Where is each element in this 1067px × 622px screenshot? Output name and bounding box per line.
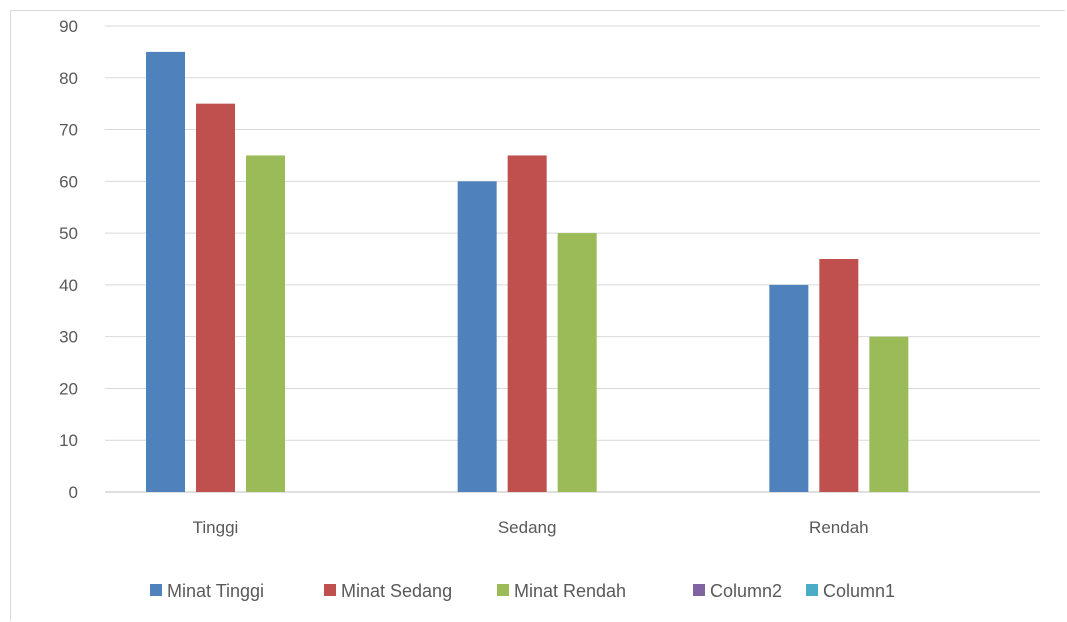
- y-tick-label: 10: [59, 431, 78, 450]
- legend-label: Column1: [823, 581, 895, 601]
- legend-swatch: [806, 584, 818, 596]
- y-tick-label: 50: [59, 224, 78, 243]
- x-tick-label: Tinggi: [193, 518, 239, 537]
- chart-frame: [10, 10, 1065, 621]
- bar-minat-sedang-tinggi: [196, 103, 235, 493]
- y-tick-label: 90: [59, 17, 78, 36]
- bar-minat-rendah-sedang: [557, 233, 597, 492]
- legend-label: Minat Rendah: [514, 581, 626, 601]
- y-tick-label: 60: [59, 172, 78, 191]
- bar-minat-tinggi-rendah: [769, 284, 809, 492]
- legend-label: Minat Tinggi: [167, 581, 264, 601]
- bar-minat-sedang-sedang: [507, 155, 547, 492]
- y-tick-label: 40: [59, 276, 78, 295]
- legend-swatch: [324, 584, 336, 596]
- legend-swatch: [693, 584, 705, 596]
- legend-swatch: [150, 584, 162, 596]
- legend: Minat Tinggi Minat Sedang Minat Rendah Colu…: [150, 581, 895, 601]
- y-tick-label: 0: [69, 483, 78, 502]
- y-tick-label: 20: [59, 379, 78, 398]
- legend-label: Column2: [710, 581, 782, 601]
- bars: [146, 51, 909, 493]
- bar-minat-rendah-rendah: [869, 336, 909, 492]
- legend-label: Minat Sedang: [341, 581, 452, 601]
- bar-minat-tinggi-sedang: [457, 181, 497, 493]
- x-axis: Tinggi Sedang Rendah: [193, 518, 869, 537]
- y-tick-label: 30: [59, 328, 78, 347]
- bar-minat-rendah-tinggi: [246, 155, 285, 492]
- y-axis: 0 10 20 30 40 50 60 70 80 90: [59, 17, 78, 502]
- x-tick-label: Sedang: [498, 518, 557, 537]
- bar-minat-sedang-rendah: [819, 259, 859, 492]
- bar-minat-tinggi-tinggi: [146, 51, 185, 493]
- y-tick-label: 80: [59, 69, 78, 88]
- legend-swatch: [497, 584, 509, 596]
- y-tick-label: 70: [59, 121, 78, 140]
- x-tick-label: Rendah: [809, 518, 869, 537]
